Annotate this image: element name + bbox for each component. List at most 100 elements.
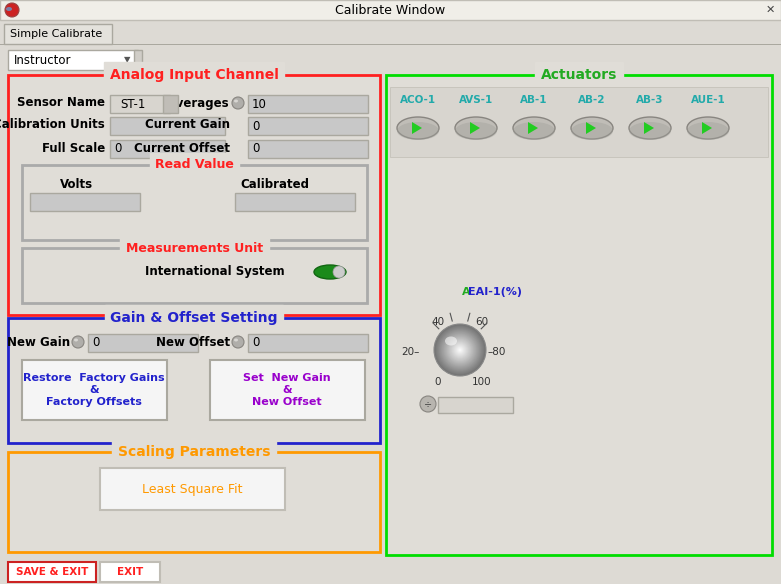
Text: ACO-1: ACO-1 bbox=[400, 95, 436, 105]
Text: SAVE & EXIT: SAVE & EXIT bbox=[16, 567, 88, 577]
FancyBboxPatch shape bbox=[100, 468, 285, 510]
Text: Analog Input Channel: Analog Input Channel bbox=[109, 68, 279, 82]
FancyBboxPatch shape bbox=[8, 50, 138, 70]
FancyBboxPatch shape bbox=[248, 334, 368, 352]
Polygon shape bbox=[412, 122, 422, 134]
Text: 60: 60 bbox=[476, 317, 489, 327]
Polygon shape bbox=[470, 122, 480, 134]
Ellipse shape bbox=[455, 117, 497, 139]
Text: ÷: ÷ bbox=[424, 399, 432, 409]
Circle shape bbox=[443, 333, 477, 367]
Text: 0: 0 bbox=[252, 336, 259, 349]
Text: &: & bbox=[282, 385, 292, 395]
Circle shape bbox=[459, 349, 461, 351]
Circle shape bbox=[455, 345, 465, 355]
Ellipse shape bbox=[571, 122, 613, 140]
Text: Simple Calibrate: Simple Calibrate bbox=[10, 29, 102, 39]
Circle shape bbox=[456, 346, 464, 354]
Ellipse shape bbox=[571, 117, 613, 139]
Ellipse shape bbox=[397, 117, 439, 139]
Text: 100: 100 bbox=[473, 377, 492, 387]
Text: International System: International System bbox=[145, 266, 285, 279]
Circle shape bbox=[454, 344, 466, 356]
Circle shape bbox=[436, 326, 484, 374]
Ellipse shape bbox=[314, 265, 346, 279]
Circle shape bbox=[232, 97, 244, 109]
FancyBboxPatch shape bbox=[210, 360, 365, 420]
FancyBboxPatch shape bbox=[134, 50, 142, 70]
Text: 0: 0 bbox=[114, 142, 121, 155]
Polygon shape bbox=[644, 122, 654, 134]
Text: Set  New Gain: Set New Gain bbox=[243, 373, 331, 383]
Text: AB-1: AB-1 bbox=[520, 95, 547, 105]
Text: AB-2: AB-2 bbox=[578, 95, 606, 105]
Circle shape bbox=[441, 331, 479, 369]
Circle shape bbox=[333, 266, 345, 278]
FancyBboxPatch shape bbox=[235, 193, 355, 211]
Circle shape bbox=[447, 337, 473, 363]
Polygon shape bbox=[586, 122, 596, 134]
Ellipse shape bbox=[629, 117, 671, 139]
Text: 0: 0 bbox=[252, 120, 259, 133]
FancyBboxPatch shape bbox=[8, 75, 380, 315]
Text: Least Square Fit: Least Square Fit bbox=[141, 482, 242, 495]
Text: Factory Offsets: Factory Offsets bbox=[46, 397, 142, 407]
FancyBboxPatch shape bbox=[163, 95, 178, 113]
FancyBboxPatch shape bbox=[248, 95, 368, 113]
FancyBboxPatch shape bbox=[30, 193, 140, 211]
Text: Sensor Name: Sensor Name bbox=[17, 96, 105, 110]
Text: –80: –80 bbox=[488, 347, 506, 357]
Text: EAI-1(%): EAI-1(%) bbox=[468, 287, 522, 297]
Text: Volts: Volts bbox=[60, 179, 93, 192]
Circle shape bbox=[453, 343, 467, 357]
Text: Calibrated: Calibrated bbox=[240, 179, 309, 192]
Text: 40: 40 bbox=[431, 317, 444, 327]
Text: 10: 10 bbox=[252, 98, 267, 110]
Polygon shape bbox=[702, 122, 712, 134]
Circle shape bbox=[434, 324, 486, 376]
Text: New Gain: New Gain bbox=[7, 335, 70, 349]
Text: Current Offset: Current Offset bbox=[134, 141, 230, 155]
Circle shape bbox=[437, 327, 483, 373]
Text: Scaling Parameters: Scaling Parameters bbox=[118, 445, 270, 459]
Text: AB-3: AB-3 bbox=[637, 95, 664, 105]
Text: 0: 0 bbox=[92, 336, 99, 349]
Circle shape bbox=[435, 325, 485, 375]
Text: Gain & Offset Setting: Gain & Offset Setting bbox=[110, 311, 278, 325]
Text: &: & bbox=[89, 385, 99, 395]
FancyBboxPatch shape bbox=[100, 562, 160, 582]
Text: New Offset: New Offset bbox=[156, 335, 230, 349]
Text: ✕: ✕ bbox=[765, 5, 775, 15]
FancyBboxPatch shape bbox=[110, 117, 225, 135]
Polygon shape bbox=[528, 122, 538, 134]
FancyBboxPatch shape bbox=[88, 334, 198, 352]
Text: New Offset: New Offset bbox=[252, 397, 322, 407]
Circle shape bbox=[442, 332, 478, 368]
Circle shape bbox=[458, 348, 462, 352]
FancyBboxPatch shape bbox=[22, 248, 367, 303]
Text: 0: 0 bbox=[239, 196, 246, 208]
Text: A: A bbox=[462, 287, 471, 297]
Text: Measurements Unit: Measurements Unit bbox=[126, 242, 263, 255]
Text: Restore  Factory Gains: Restore Factory Gains bbox=[23, 373, 165, 383]
FancyBboxPatch shape bbox=[248, 117, 368, 135]
Text: ▼: ▼ bbox=[123, 55, 130, 64]
Text: Current Gain: Current Gain bbox=[145, 119, 230, 131]
Circle shape bbox=[445, 335, 475, 365]
Text: Instructor: Instructor bbox=[14, 54, 72, 67]
Text: Full Scale: Full Scale bbox=[41, 141, 105, 155]
FancyBboxPatch shape bbox=[8, 562, 96, 582]
Circle shape bbox=[440, 330, 480, 370]
Ellipse shape bbox=[234, 99, 238, 103]
Ellipse shape bbox=[513, 117, 555, 139]
Circle shape bbox=[448, 338, 472, 362]
Text: 0: 0 bbox=[252, 142, 259, 155]
Ellipse shape bbox=[445, 336, 457, 346]
Circle shape bbox=[232, 336, 244, 348]
FancyBboxPatch shape bbox=[110, 95, 170, 113]
Text: 20–: 20– bbox=[401, 347, 420, 357]
Circle shape bbox=[450, 340, 470, 360]
Text: AVS-1: AVS-1 bbox=[459, 95, 493, 105]
Text: ▼: ▼ bbox=[167, 99, 173, 109]
Ellipse shape bbox=[74, 339, 78, 342]
